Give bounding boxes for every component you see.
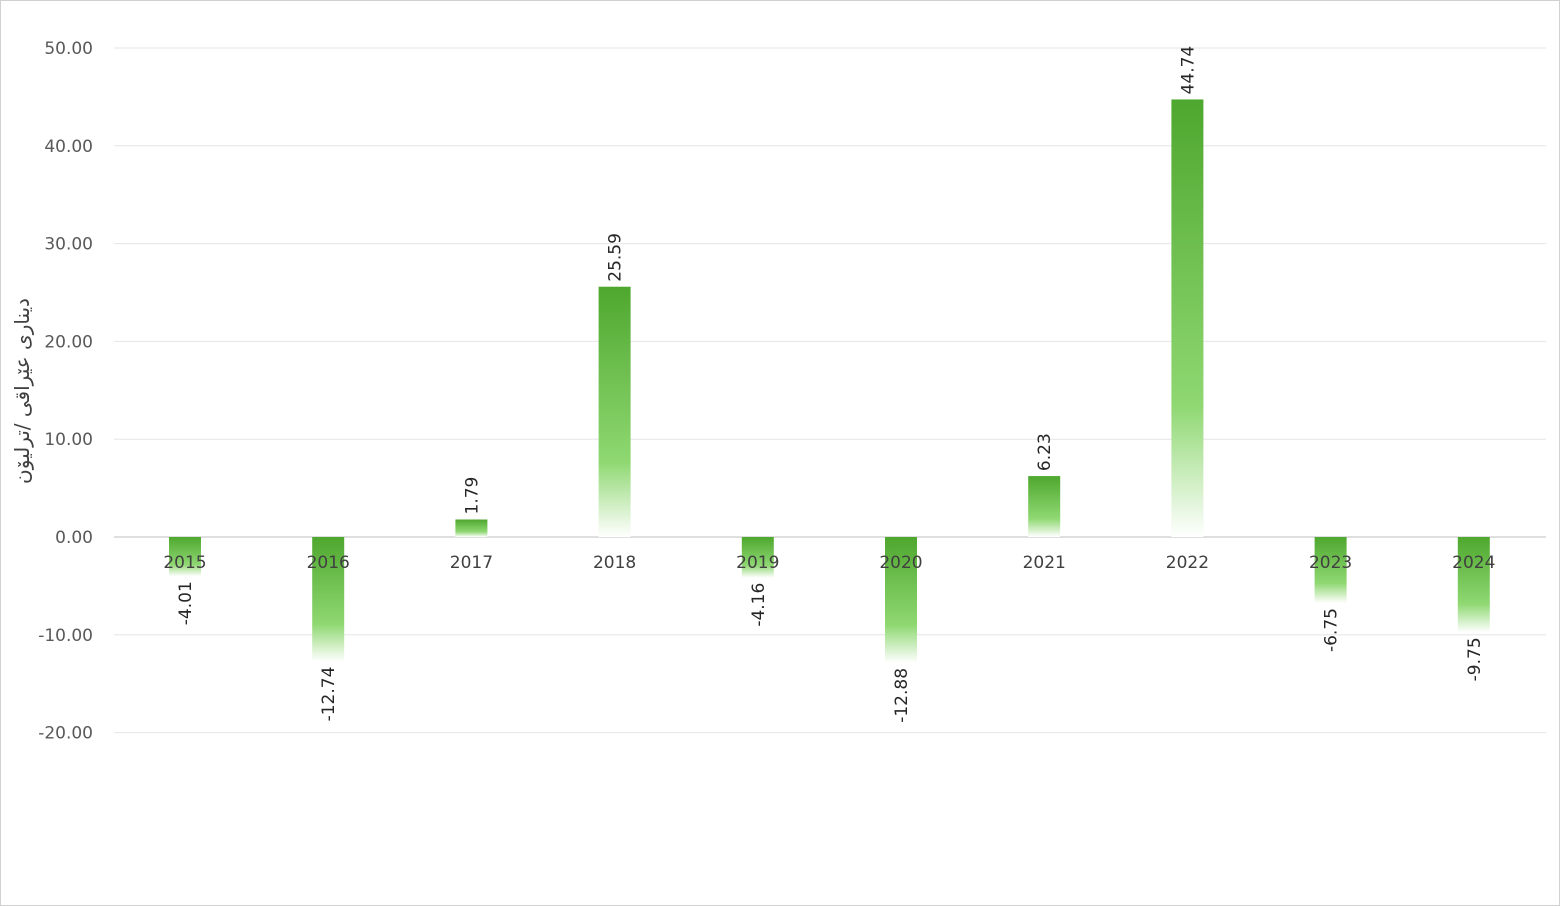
x-tick-label: 2019: [736, 553, 779, 573]
bar: [885, 537, 917, 663]
y-tick-label: -10.00: [38, 626, 93, 646]
y-tick-label: 0.00: [55, 528, 93, 548]
x-tick-label: 2021: [1023, 553, 1066, 573]
x-tick-label: 2018: [593, 553, 636, 573]
data-label: 44.74: [1178, 46, 1198, 95]
bar: [598, 286, 631, 537]
data-label: -4.16: [749, 583, 769, 627]
y-tick-label: 10.00: [44, 430, 93, 450]
y-tick-label: 40.00: [44, 137, 93, 157]
bar: [455, 519, 488, 537]
x-tick-label: 2017: [450, 553, 493, 573]
x-tick-label: 2020: [879, 553, 922, 573]
x-tick-label: 2024: [1452, 553, 1495, 573]
x-tick-label: 2016: [307, 553, 350, 573]
data-label: -12.88: [892, 668, 912, 723]
bar: [1028, 476, 1061, 537]
y-tick-label: 20.00: [44, 332, 93, 352]
data-label: -12.74: [319, 667, 339, 722]
bar: [1171, 99, 1204, 537]
data-label: 25.59: [606, 233, 626, 282]
x-tick-label: 2015: [163, 553, 206, 573]
data-label: 1.79: [462, 477, 482, 515]
data-label: -9.75: [1465, 637, 1485, 681]
bar: [1457, 537, 1490, 633]
bar: [312, 537, 345, 662]
x-tick-label: 2023: [1309, 553, 1352, 573]
bar: [169, 537, 201, 577]
x-tick-label: 2022: [1166, 553, 1209, 573]
y-axis-label: دیناری عێراقی /ترلیۆن: [10, 298, 34, 484]
data-label: -4.01: [176, 581, 196, 625]
data-label: 6.23: [1035, 433, 1055, 471]
bar: [1314, 537, 1347, 604]
y-tick-label: 30.00: [44, 235, 93, 255]
bar: [741, 537, 774, 578]
data-label: -6.75: [1322, 608, 1342, 652]
y-tick-label: 50.00: [44, 39, 93, 59]
y-tick-label: -20.00: [38, 724, 93, 744]
